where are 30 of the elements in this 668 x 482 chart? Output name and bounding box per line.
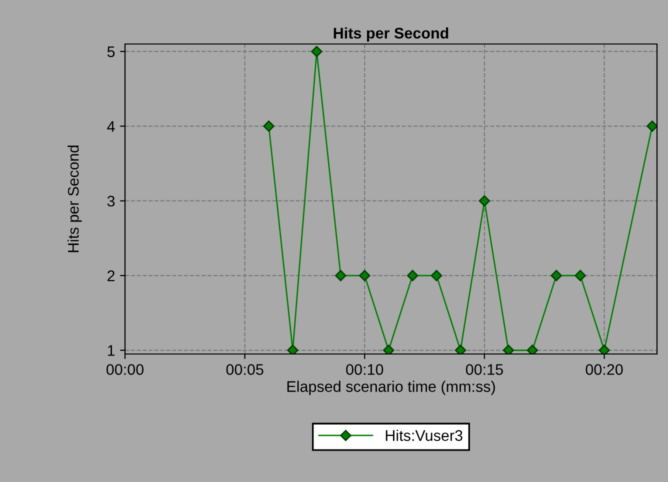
y-tick-label: 5 <box>107 46 115 58</box>
point <box>646 120 657 132</box>
legend-label: Hits:Vuser3 <box>386 430 462 441</box>
point <box>550 270 562 282</box>
x-tick-label: 00:15 <box>466 364 503 375</box>
point <box>526 344 538 354</box>
point <box>574 270 586 282</box>
point <box>335 270 346 282</box>
point <box>478 195 490 206</box>
point <box>406 270 418 282</box>
point <box>598 344 610 354</box>
y-tick-label: 4 <box>107 121 115 132</box>
point <box>287 344 298 354</box>
x-tick-label: 00:20 <box>586 364 623 375</box>
point <box>502 344 514 354</box>
y-tick-label: 2 <box>108 270 115 282</box>
point <box>430 270 442 282</box>
x-axis-title: Elapsed scenario time (mm:ss) <box>287 380 495 395</box>
point <box>454 344 466 354</box>
x-tick-label: 00:00 <box>106 364 144 375</box>
point <box>263 120 274 132</box>
y-tick-label: 3 <box>107 196 115 207</box>
point <box>311 46 322 58</box>
point <box>383 344 394 354</box>
y-tick-label: 1 <box>108 345 115 356</box>
y-axis-title: Hits per Second <box>68 146 82 252</box>
point <box>359 270 370 282</box>
x-tick-label: 00:05 <box>226 364 264 375</box>
chart-title: Hits per Second <box>334 27 448 42</box>
x-tick-label: 00:10 <box>346 364 384 375</box>
